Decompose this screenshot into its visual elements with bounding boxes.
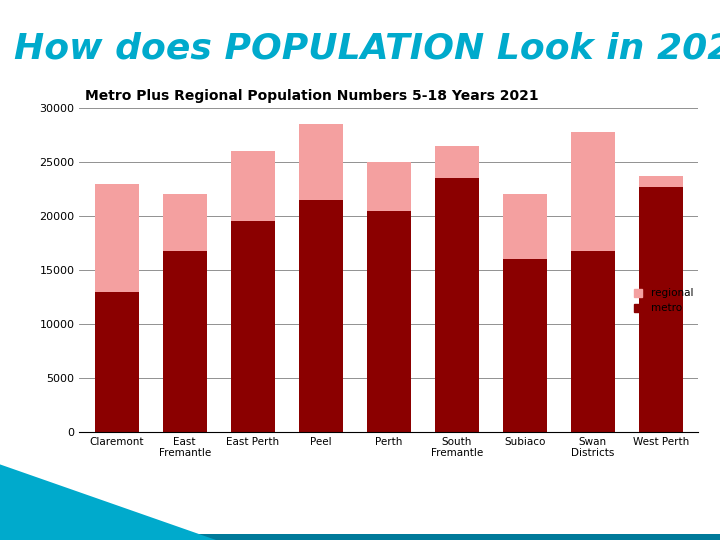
Bar — [639, 176, 683, 187]
Bar — [230, 151, 275, 221]
Bar — [435, 178, 479, 432]
Legend: regional, metro: regional, metro — [634, 288, 693, 313]
Bar — [639, 187, 683, 432]
Bar — [94, 292, 139, 432]
Polygon shape — [0, 464, 216, 540]
Bar — [503, 259, 547, 432]
Bar — [299, 200, 343, 432]
Polygon shape — [0, 534, 720, 540]
Text: How does POPULATION Look in 2021?: How does POPULATION Look in 2021? — [14, 32, 720, 65]
Bar — [503, 194, 547, 259]
Text: Metro Plus Regional Population Numbers 5-18 Years 2021: Metro Plus Regional Population Numbers 5… — [86, 89, 539, 103]
Bar — [366, 211, 411, 432]
Bar — [299, 124, 343, 200]
Bar — [435, 146, 479, 178]
Bar — [230, 221, 275, 432]
Bar — [366, 162, 411, 211]
Bar — [571, 132, 615, 251]
Bar — [163, 251, 207, 432]
Bar — [571, 251, 615, 432]
Bar — [94, 184, 139, 292]
Bar — [163, 194, 207, 251]
